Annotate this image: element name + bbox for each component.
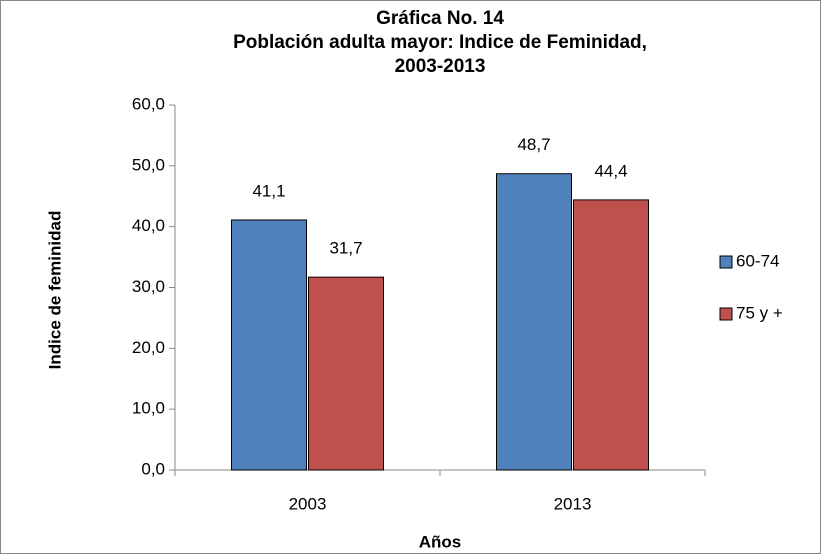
value-label: 31,7 xyxy=(329,239,362,258)
y-tick-label: 50,0 xyxy=(132,155,165,174)
y-tick-label: 40,0 xyxy=(132,216,165,235)
bar xyxy=(573,199,649,471)
value-label: 48,7 xyxy=(517,135,550,154)
legend-label: 75 y + xyxy=(736,303,783,322)
y-tick-label: 10,0 xyxy=(132,399,165,418)
y-tick-label: 30,0 xyxy=(132,277,165,296)
bar xyxy=(231,219,307,471)
chart-title: Gráfica No. 14 xyxy=(376,8,504,29)
chart-title: 2003-2013 xyxy=(395,56,486,77)
value-label: 44,4 xyxy=(594,161,627,180)
x-tick-label: 2003 xyxy=(289,494,327,513)
value-label: 41,1 xyxy=(252,181,285,200)
bar xyxy=(496,173,572,471)
y-axis-title: Indice de feminidad xyxy=(45,211,64,370)
bar xyxy=(308,276,384,471)
legend-swatch xyxy=(719,255,733,269)
y-tick-label: 60,0 xyxy=(132,94,165,113)
chart-title: Población adulta mayor: Indice de Femini… xyxy=(233,32,647,53)
legend-swatch xyxy=(719,307,733,321)
legend-label: 60-74 xyxy=(736,251,779,270)
x-tick-label: 2013 xyxy=(554,494,592,513)
y-tick-label: 20,0 xyxy=(132,338,165,357)
x-axis-title: Años xyxy=(419,532,462,551)
y-tick-label: 0,0 xyxy=(141,459,165,478)
